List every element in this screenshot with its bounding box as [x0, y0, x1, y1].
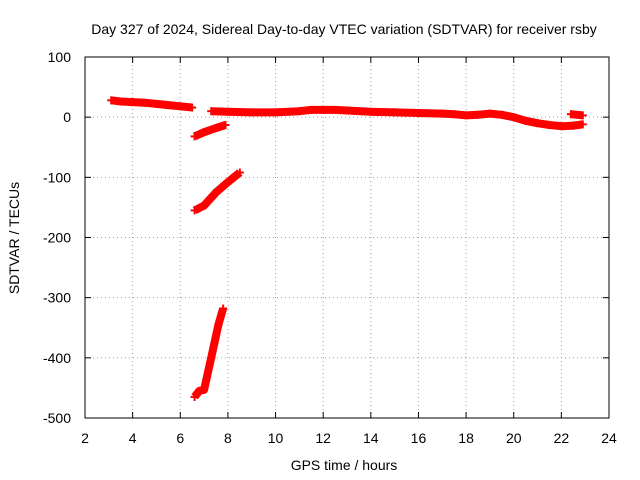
y-axis-title: SDTVAR / TECUs	[6, 182, 22, 294]
data-point	[107, 96, 116, 105]
x-tick-label: 4	[129, 430, 137, 446]
y-tick-label: 0	[63, 109, 71, 125]
tick-labels: 2 4 6 8 10 12 14 16 18 20 22 241000-100-200-300-400…	[43, 49, 617, 446]
data-point	[485, 109, 494, 118]
data-point	[128, 98, 137, 107]
data-point	[521, 116, 530, 125]
x-tick-label: 14	[363, 430, 379, 446]
data-point	[533, 119, 542, 128]
y-tick-label: 100	[48, 49, 72, 65]
plot-frame	[84, 56, 610, 419]
data-point	[190, 392, 199, 401]
x-tick-label: 12	[315, 430, 331, 446]
data-point	[152, 99, 161, 108]
data-point	[390, 108, 399, 117]
data-point	[212, 188, 220, 197]
data-point	[212, 123, 220, 132]
data-point	[414, 108, 423, 117]
data-point	[247, 108, 256, 117]
data-point	[450, 110, 459, 119]
data-point	[366, 107, 375, 116]
data-point	[343, 106, 351, 115]
data-series	[107, 96, 587, 401]
y-tick-label: -200	[43, 230, 71, 246]
data-point	[474, 110, 482, 119]
data-point	[116, 97, 125, 106]
y-tick-label: -400	[43, 350, 71, 366]
data-point	[176, 102, 185, 111]
data-point	[221, 120, 230, 129]
data-point	[319, 105, 328, 114]
x-tick-label: 16	[411, 430, 427, 446]
x-tick-label: 24	[601, 430, 617, 446]
x-tick-label: 20	[506, 430, 522, 446]
data-point	[578, 120, 587, 129]
data-point	[307, 105, 316, 114]
data-series-arc-4	[192, 121, 227, 141]
data-point	[271, 108, 280, 117]
data-point	[557, 122, 566, 131]
x-tick-label: 6	[176, 430, 184, 446]
data-point	[462, 111, 471, 120]
data-point	[207, 107, 216, 116]
y-tick-label: -500	[43, 410, 71, 426]
data-point	[200, 385, 209, 394]
data-point	[188, 103, 197, 112]
data-point	[235, 168, 244, 177]
data-point	[223, 107, 232, 116]
data-point	[207, 353, 216, 362]
data-point	[438, 109, 447, 118]
data-point	[578, 111, 587, 120]
data-point	[190, 206, 199, 215]
data-point	[566, 110, 575, 119]
data-point	[223, 178, 232, 187]
data-point	[497, 110, 506, 119]
data-point	[200, 128, 209, 137]
data-point	[164, 101, 173, 110]
x-tick-label: 8	[224, 430, 232, 446]
data-point	[509, 113, 518, 122]
y-tick-label: -100	[43, 169, 71, 185]
x-tick-label: 2	[81, 430, 89, 446]
data-point	[569, 121, 578, 130]
data-point	[140, 98, 149, 107]
data-point	[200, 201, 209, 210]
chart-title: Day 327 of 2024, Sidereal Day-to-day VTE…	[91, 21, 597, 37]
data-point	[214, 320, 223, 329]
x-tick-label: 10	[268, 430, 284, 446]
data-point	[331, 105, 340, 114]
x-tick-label: 18	[458, 430, 474, 446]
x-tick-label: 22	[554, 430, 570, 446]
data-point	[195, 386, 204, 395]
data-point	[295, 107, 304, 116]
data-point	[545, 120, 554, 129]
data-point	[219, 304, 228, 313]
y-tick-label: -300	[43, 290, 71, 306]
x-axis-title: GPS time / hours	[291, 457, 398, 473]
data-point	[190, 132, 199, 141]
